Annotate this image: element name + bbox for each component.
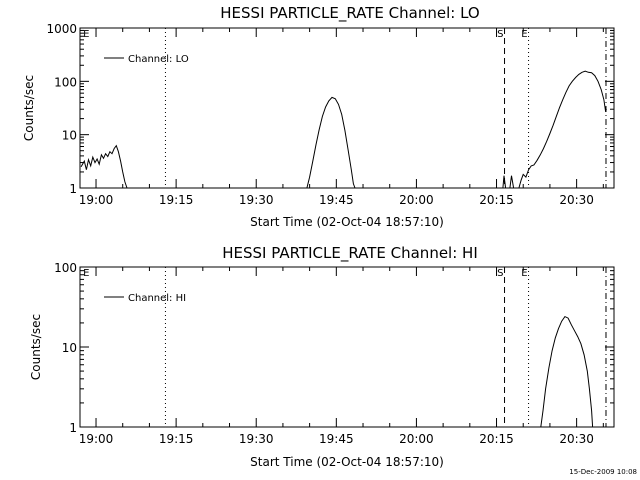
- event-marker-label: S: [497, 268, 503, 279]
- panel-hi: HESSI PARTICLE_RATE Channel: HI 1 10 100 1…: [29, 244, 615, 469]
- x-tick-label: 20:00: [399, 193, 434, 207]
- legend-label-hi: Channel: HI: [128, 293, 186, 304]
- y-ticks-hi: 1 10 100: [54, 261, 614, 435]
- legend-lo: Channel: LO: [104, 54, 189, 65]
- y-tick-label: 100: [54, 75, 77, 89]
- y-tick-label: 10: [62, 129, 77, 143]
- y-tick-label: 10: [62, 341, 77, 355]
- x-tick-label: 19:15: [159, 432, 194, 446]
- series-line-lo: [306, 96, 356, 189]
- x-tick-label: 20:00: [399, 432, 434, 446]
- series-line-lo: [502, 175, 507, 189]
- legend-hi: Channel: HI: [104, 293, 186, 304]
- chart-title-lo: HESSI PARTICLE_RATE Channel: LO: [220, 4, 479, 23]
- y-axis-label-lo: Counts/sec: [22, 75, 36, 141]
- x-tick-label: 20:15: [479, 193, 514, 207]
- edge-marker-label: E: [83, 29, 89, 40]
- x-tick-label: 19:30: [239, 432, 274, 446]
- y-axis-label-hi: Counts/sec: [29, 314, 43, 380]
- event-marker-label: E: [521, 29, 527, 40]
- x-tick-label: 19:00: [79, 193, 114, 207]
- x-ticks-lo: 19:00 19:15 19:30 19:45 20:00 20:15 20:30: [79, 28, 604, 207]
- y-tick-label: 1: [69, 421, 77, 435]
- x-tick-label: 20:30: [559, 432, 594, 446]
- x-axis-label-lo: Start Time (02-Oct-04 18:57:10): [250, 215, 444, 229]
- x-tick-label: 19:30: [239, 193, 274, 207]
- x-tick-label: 19:45: [319, 432, 354, 446]
- event-markers-lo: S EE: [83, 28, 607, 188]
- footer-timestamp: 15-Dec-2009 10:08: [569, 468, 637, 476]
- event-markers-hi: S EE: [83, 267, 607, 427]
- series-hi: [540, 315, 594, 428]
- chart-title-hi: HESSI PARTICLE_RATE Channel: HI: [222, 244, 478, 263]
- y-tick-label: 1000: [46, 22, 77, 36]
- legend-label-lo: Channel: LO: [128, 54, 189, 65]
- x-ticks-hi: 19:00 19:15 19:30 19:45 20:00 20:15 20:30: [79, 267, 604, 446]
- x-tick-label: 20:30: [559, 193, 594, 207]
- plot-frame-lo: [79, 27, 615, 189]
- series-line-hi: [540, 315, 594, 428]
- plot-frame-hi: [79, 266, 615, 428]
- x-axis-label-hi: Start Time (02-Oct-04 18:57:10): [250, 455, 444, 469]
- series-line-lo: [509, 175, 515, 189]
- panel-lo: HESSI PARTICLE_RATE Channel: LO 1 10 100 10…: [22, 4, 615, 229]
- event-marker-label: S: [497, 29, 503, 40]
- series-lo: [80, 70, 607, 189]
- y-ticks-lo: 1 10 100 1000: [46, 22, 614, 196]
- event-marker-label: E: [521, 268, 527, 279]
- x-tick-label: 19:15: [159, 193, 194, 207]
- edge-marker-label: E: [83, 268, 89, 279]
- x-tick-label: 20:15: [479, 432, 514, 446]
- y-tick-label: 100: [54, 261, 77, 275]
- x-tick-label: 19:45: [319, 193, 354, 207]
- x-tick-label: 19:00: [79, 432, 114, 446]
- series-line-lo: [518, 70, 607, 189]
- y-tick-label: 1: [69, 182, 77, 196]
- series-line-lo: [80, 144, 128, 189]
